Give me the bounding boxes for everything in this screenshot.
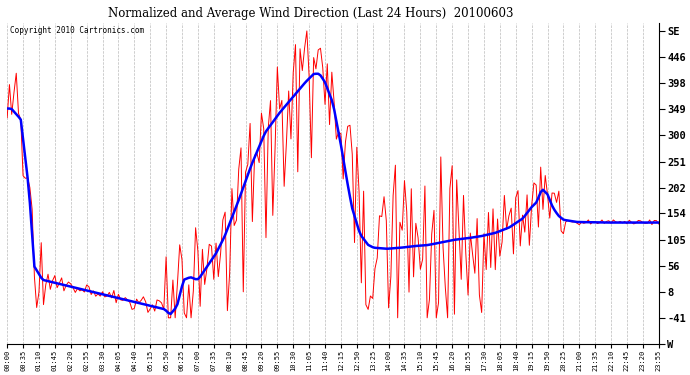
- Text: Normalized and Average Wind Direction (Last 24 Hours)  20100603: Normalized and Average Wind Direction (L…: [108, 8, 513, 21]
- Text: Copyright 2010 Cartronics.com: Copyright 2010 Cartronics.com: [10, 26, 144, 35]
